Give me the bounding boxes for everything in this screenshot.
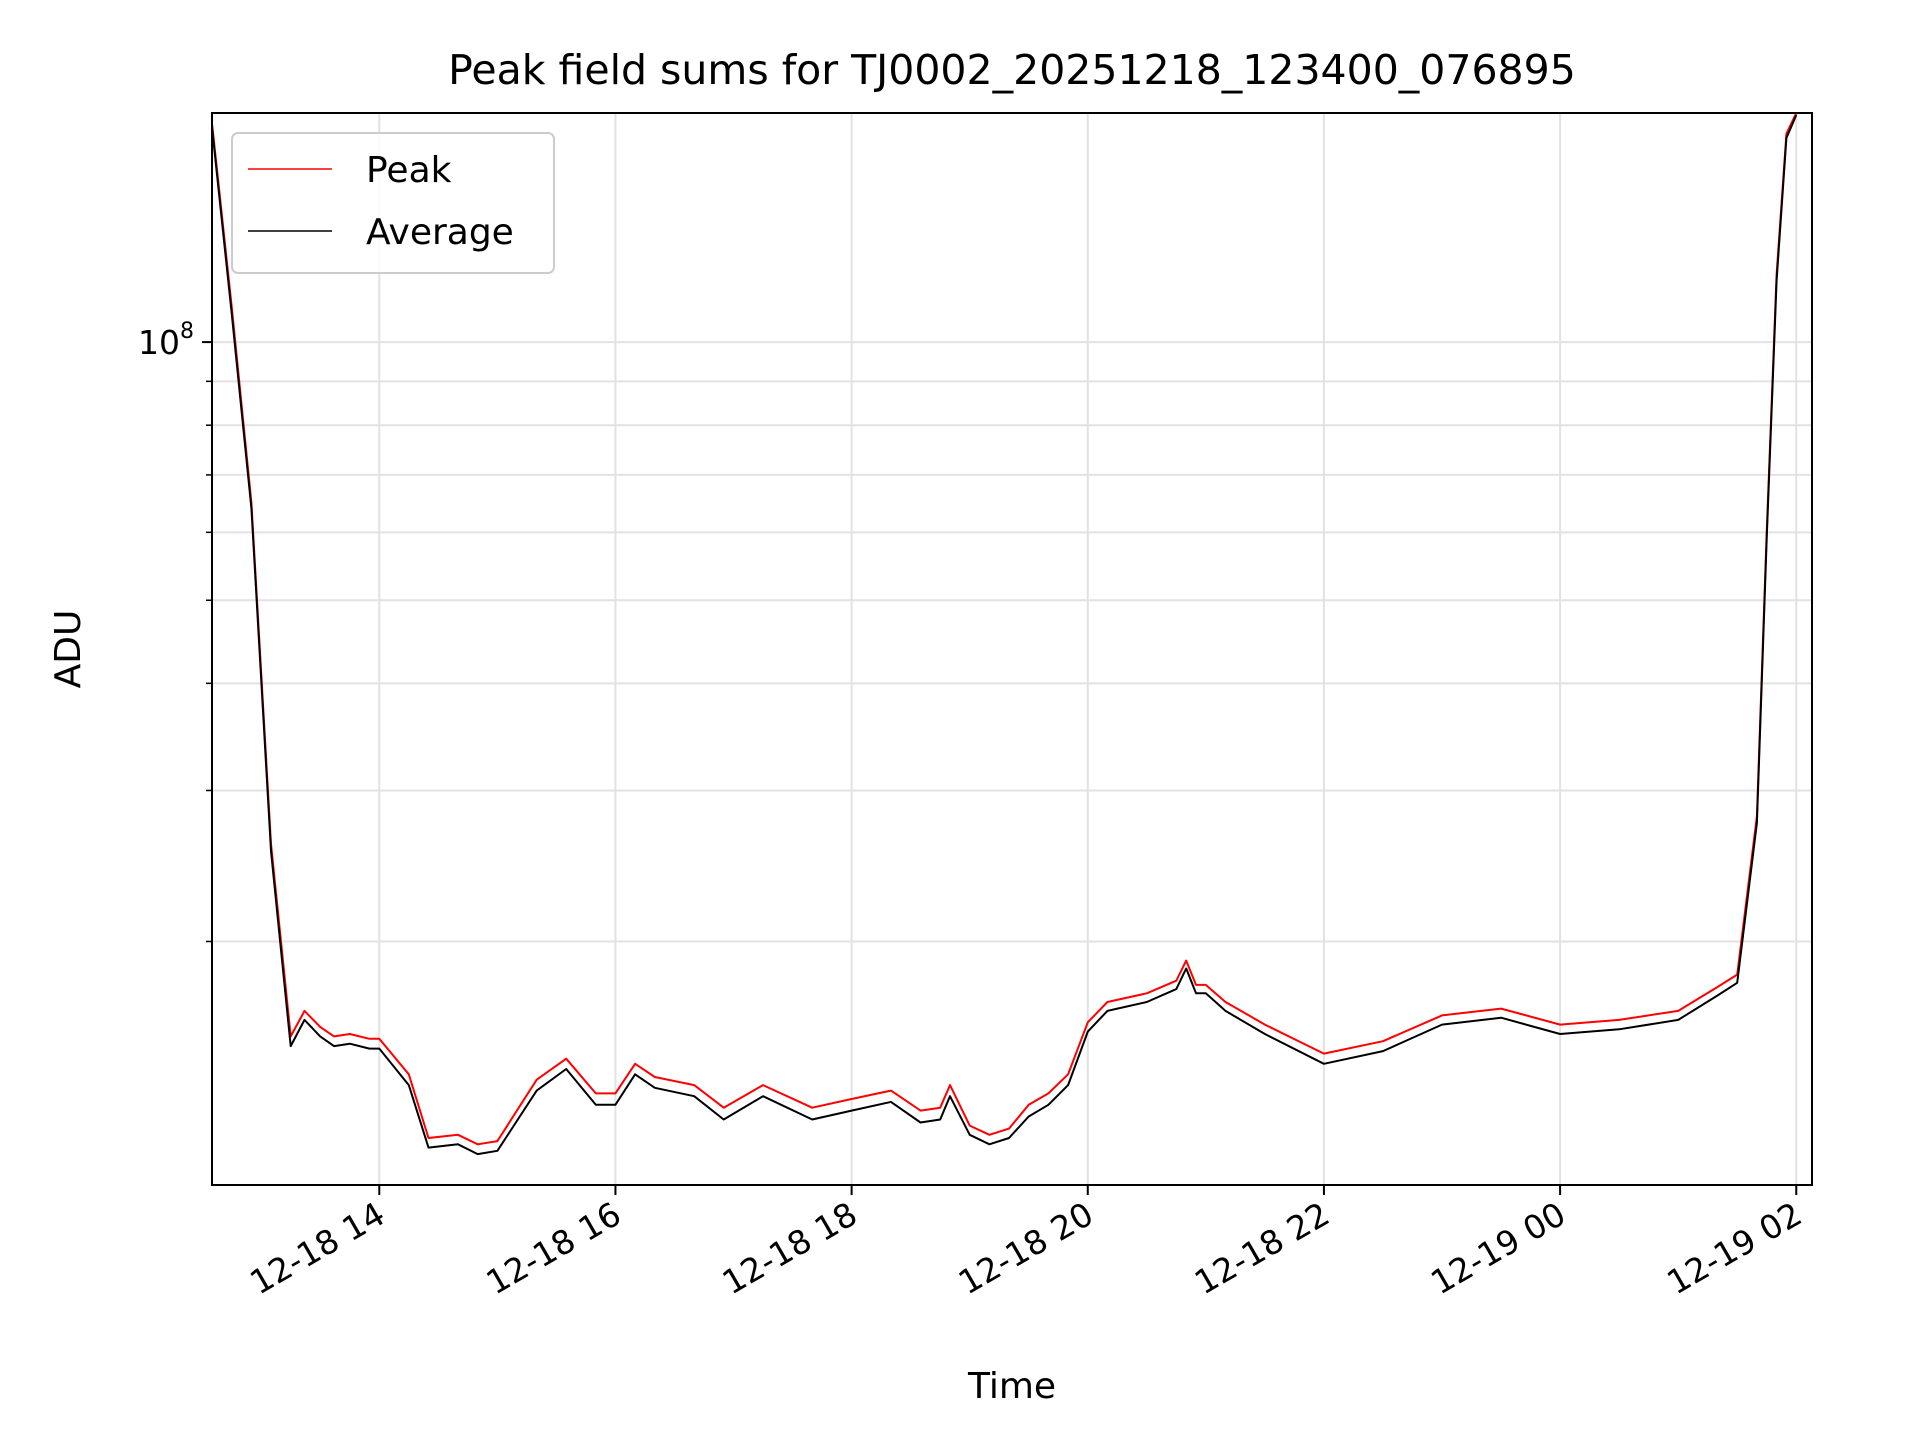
y-axis-label: ADU [48, 610, 89, 689]
chart-title: Peak field sums for TJ0002_20251218_1234… [448, 46, 1576, 94]
series-line-average [212, 114, 1798, 1156]
series-layer [212, 113, 1798, 1156]
x-axis-label: Time [967, 1366, 1056, 1407]
y-tick-label: 108 [138, 319, 194, 362]
grid [212, 113, 1812, 1185]
legend-box [231, 132, 555, 274]
plot-frame [211, 112, 1813, 1186]
legend-label-average: Average [366, 212, 514, 253]
series-line-peak [212, 113, 1798, 1146]
legend: Peak Average [231, 132, 555, 274]
legend-label-peak: Peak [366, 150, 452, 191]
